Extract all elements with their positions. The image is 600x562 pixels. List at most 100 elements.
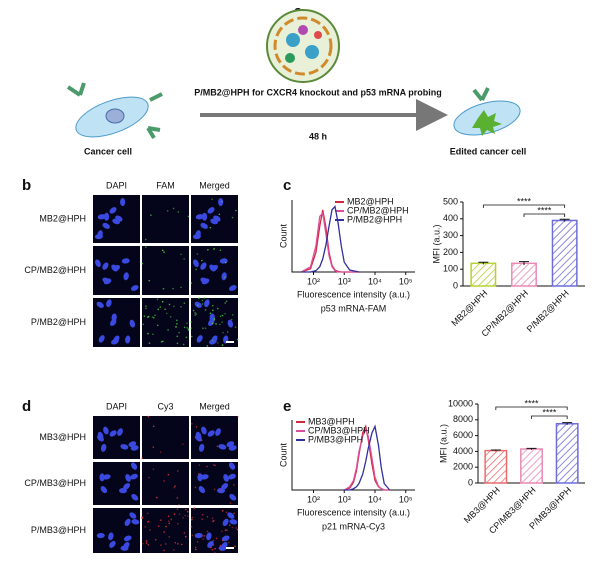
- bar: [484, 449, 508, 484]
- histogram-line: [343, 427, 390, 491]
- x-tick-label: MB2@HPH: [449, 288, 489, 328]
- significance-bracket: [482, 204, 566, 208]
- histogram-line: [344, 424, 391, 491]
- error-bar: [526, 447, 537, 450]
- micrograph: [93, 246, 140, 295]
- significance-label: ****: [537, 205, 552, 215]
- column-header: Merged: [199, 401, 230, 411]
- significance-label: ****: [517, 196, 532, 206]
- y-axis-label: Count: [278, 224, 288, 249]
- axis: [291, 420, 415, 491]
- bar: [511, 262, 537, 287]
- micrograph: [142, 462, 189, 506]
- bar: [470, 262, 497, 287]
- legend-label: CP/MB3@HPH: [308, 425, 370, 435]
- legend-label: MB3@HPH: [308, 416, 355, 426]
- error-bar: [519, 261, 529, 265]
- schematic-caption: P/MB2@HPH for CXCR4 knockout and p53 mRN…: [194, 87, 441, 97]
- bar: [551, 219, 578, 287]
- panel-label: c: [283, 177, 291, 194]
- micrograph: [93, 298, 140, 347]
- y-tick-label: 0: [453, 280, 458, 290]
- micrograph: [191, 195, 238, 243]
- time-label: 48 h: [309, 131, 327, 141]
- significance-bracket: [531, 415, 568, 419]
- x-tick-label: 10³: [338, 494, 351, 504]
- x-tick-label: P/MB2@HPH: [525, 288, 571, 334]
- panel-label: b: [22, 177, 31, 194]
- panel-label: d: [22, 398, 31, 415]
- cell-label: Edited cancer cell: [450, 146, 527, 156]
- x-axis-label: Fluorescence intensity (a.u.): [297, 289, 410, 299]
- column-header: DAPI: [106, 180, 127, 190]
- error-bar: [490, 449, 501, 452]
- y-tick-label: 100: [443, 264, 458, 274]
- y-axis-label: MFI (a.u.): [438, 424, 448, 463]
- micrograph: [141, 415, 189, 459]
- micrograph: [191, 415, 239, 459]
- y-tick-label: 500: [443, 196, 458, 206]
- micrographs: DAPI FAM Merged MB2@HPH CP/MB2@HPH P/MB2@HPH D…: [24, 180, 239, 554]
- micrograph: [93, 416, 140, 459]
- histogram-line: [301, 205, 360, 273]
- micrograph: [142, 195, 190, 243]
- micrograph: [190, 297, 239, 347]
- caption: p21 mRNA-Cy3: [322, 521, 385, 531]
- caption: p53 mRNA-FAM: [321, 303, 387, 313]
- micrograph: [141, 508, 189, 553]
- legend-label: CP/MB2@HPH: [347, 205, 409, 215]
- y-tick-label: 200: [443, 247, 458, 257]
- micrograph: [190, 246, 238, 295]
- row-label: P/MB2@HPH: [31, 317, 86, 327]
- micrograph: [142, 298, 190, 347]
- y-axis-label: MFI (a.u.): [431, 224, 441, 263]
- x-tick-label: 10⁴: [368, 276, 382, 286]
- x-tick-label: 10⁴: [368, 494, 382, 504]
- significance-bracket: [523, 213, 566, 217]
- y-tick-label: 400: [443, 213, 458, 223]
- axis: [291, 200, 415, 273]
- bar: [555, 423, 579, 484]
- y-tick-label: 2000: [453, 462, 473, 472]
- column-header: Cy3: [157, 401, 173, 411]
- cancer-cell: [66, 82, 163, 140]
- y-tick-label: 6000: [453, 430, 473, 440]
- micrograph: [93, 508, 140, 553]
- x-tick-label: 10²: [307, 494, 320, 504]
- column-header: DAPI: [106, 401, 127, 411]
- x-tick-label: 10⁵: [399, 494, 413, 504]
- row-label: CP/MB2@HPH: [24, 265, 86, 275]
- x-tick-label: 10³: [338, 276, 351, 286]
- micrograph: [93, 462, 140, 505]
- significance-label: ****: [542, 407, 557, 417]
- row-label: CP/MB3@HPH: [24, 478, 86, 488]
- y-tick-label: 10000: [448, 398, 473, 408]
- panel-label: e: [283, 398, 291, 415]
- legend-label: P/MB2@HPH: [347, 214, 402, 224]
- micrograph: [190, 507, 239, 554]
- y-tick-label: 0: [468, 477, 473, 487]
- y-tick-label: 4000: [453, 446, 473, 456]
- column-header: Merged: [199, 180, 230, 190]
- bar: [520, 448, 543, 484]
- significance-bracket: [495, 406, 568, 410]
- cell-label: Cancer cell: [84, 146, 132, 156]
- significance-label: ****: [524, 398, 539, 408]
- micrograph: [93, 195, 140, 243]
- micrograph: [141, 246, 189, 295]
- edited-cell: [453, 87, 521, 136]
- y-tick-label: 8000: [453, 414, 473, 424]
- legend-label: MB2@HPH: [347, 196, 394, 206]
- charts: 10² 10³ 10⁴ 10⁵ Fluorescence intensity (a.u.…: [278, 196, 585, 536]
- row-label: P/MB3@HPH: [31, 525, 86, 535]
- error-bar: [559, 218, 570, 222]
- error-bar: [478, 261, 489, 265]
- y-tick-label: 300: [443, 230, 458, 240]
- row-label: MB2@HPH: [39, 213, 86, 223]
- x-axis-label: Fluorescence intensity (a.u.): [297, 507, 410, 517]
- x-tick-label: 10²: [307, 276, 320, 286]
- x-tick-label: 10⁵: [399, 276, 413, 286]
- histogram-line: [300, 211, 359, 273]
- column-header: FAM: [156, 180, 175, 190]
